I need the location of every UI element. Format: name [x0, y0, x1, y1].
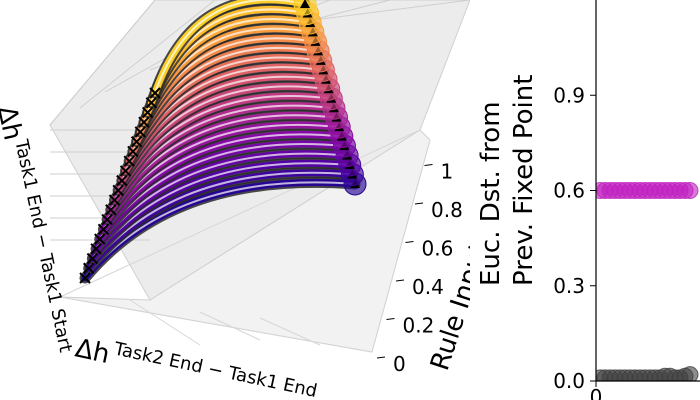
distance-panel: Prev. Fixed Point Euc. Dst. from 0.00.30… [476, 0, 700, 400]
start-point-marker [105, 204, 117, 216]
start-point-marker [149, 87, 161, 99]
start-point-marker [141, 106, 154, 119]
start-point-marker [94, 233, 106, 245]
z-tick-mark [376, 356, 386, 359]
right-ylabel-line1: Euc. Dst. from [476, 101, 506, 286]
y-tick-label: 0.6 [553, 179, 585, 203]
start-point-marker [116, 174, 128, 187]
z-axis-ticks: 0 0.2 0.4 0.6 0.8 1 [376, 160, 463, 376]
start-point-marker [134, 126, 146, 138]
data-point [681, 182, 699, 199]
grid-line [129, 299, 201, 346]
svg-text:Δh: Δh [0, 103, 28, 143]
start-point-marker [112, 184, 124, 197]
start-point-marker [138, 116, 150, 128]
z-tick-mark [386, 318, 395, 320]
grid-line [79, 0, 216, 109]
trajectory-highlight [154, 0, 306, 94]
y-tick-label: 0.0 [553, 369, 585, 393]
start-point-marker [82, 262, 95, 274]
y-axis-label-sub: Task1 End − Task1 Start [10, 137, 76, 354]
z-tick-mark [395, 279, 405, 282]
right-x-ticks: 0 [590, 381, 603, 400]
right-points [596, 182, 699, 381]
z-tick-mark [424, 164, 433, 166]
start-point-marker [90, 243, 102, 255]
z-tick-label: 0.2 [403, 314, 435, 338]
start-point-marker [119, 165, 132, 177]
z-tick-mark [414, 202, 424, 205]
start-point-marker [79, 272, 91, 284]
z-tick-label: 0.8 [431, 198, 463, 222]
start-point-marker [108, 194, 121, 206]
grid-line [49, 0, 156, 126]
z-tick-label: 0.6 [422, 237, 454, 261]
start-point-marker [145, 97, 158, 109]
x-axis-label-sub: Task2 End − Task1 End [111, 338, 319, 400]
z-tick-label: 0.4 [412, 275, 444, 299]
y-tick-label: 0.3 [553, 274, 585, 298]
start-point-markers [79, 87, 161, 284]
z-tick-label: 1 [441, 160, 454, 184]
y-tick-label: 0.9 [553, 83, 585, 107]
x-axis-label: Δh Task2 End − Task1 End [73, 334, 319, 400]
z-tick-mark [405, 241, 414, 243]
start-point-marker [97, 223, 110, 236]
start-point-marker [123, 155, 135, 167]
trajectory-series [79, 0, 361, 284]
data-point [681, 366, 699, 381]
grid-line [199, 311, 261, 341]
right-ylabel-line2: Prev. Fixed Point [509, 75, 539, 286]
svg-text:Δh: Δh [73, 334, 113, 370]
start-point-marker [101, 213, 113, 226]
end-point-marker [300, 0, 310, 8]
start-point-marker [130, 135, 143, 148]
x-tick-label: 0 [590, 385, 603, 400]
end-point-markers [293, 0, 367, 196]
start-point-marker [127, 145, 139, 158]
grid-line [59, 129, 421, 298]
right-y-ticks: 0.0 0.3 0.6 0.9 [553, 83, 596, 393]
start-point-marker [86, 252, 99, 265]
grid-line [59, 296, 373, 353]
z-tick-label: 0 [393, 352, 406, 376]
trajectory-3d-panel: 00.20.40.60.81 Δh Task2 End − Task1 End … [0, 0, 470, 400]
grid-line [259, 317, 321, 346]
